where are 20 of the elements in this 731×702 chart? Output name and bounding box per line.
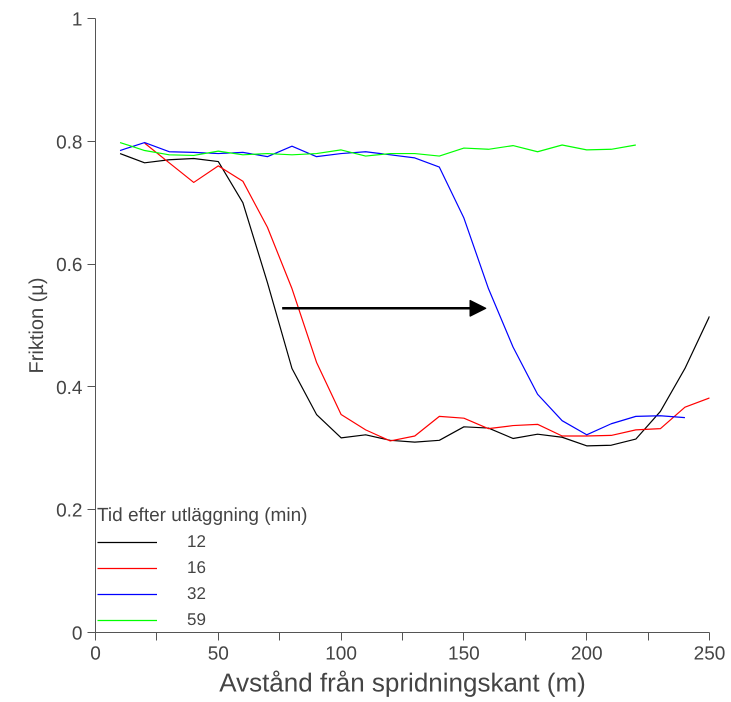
x-tick-label: 50: [208, 644, 229, 664]
legend-label: 59: [187, 610, 207, 630]
y-tick-label: 0.6: [56, 255, 83, 276]
y-tick-label: 1: [72, 10, 83, 30]
y-tick-label: 0.8: [56, 132, 83, 154]
x-tick-label: 0: [90, 644, 101, 664]
x-tick-label: 150: [448, 644, 480, 664]
line-series: [119, 142, 636, 157]
x-tick-label: 250: [694, 644, 726, 664]
legend-title: Tid efter utläggning (min): [97, 505, 308, 527]
x-axis-title: Avstånd från spridningskant (m): [219, 668, 586, 698]
y-axis-title: Friktion (µ): [26, 278, 48, 374]
y-tick-label: 0.4: [56, 378, 83, 399]
y-tick-label: 0: [72, 624, 83, 644]
x-tick-label: 200: [570, 644, 603, 664]
legend-label: 16: [187, 558, 207, 578]
y-tick-label: 0.2: [56, 500, 83, 522]
legend-label: 32: [187, 584, 207, 604]
legend-label: 12: [187, 532, 207, 552]
x-tick-label: 100: [325, 644, 357, 664]
